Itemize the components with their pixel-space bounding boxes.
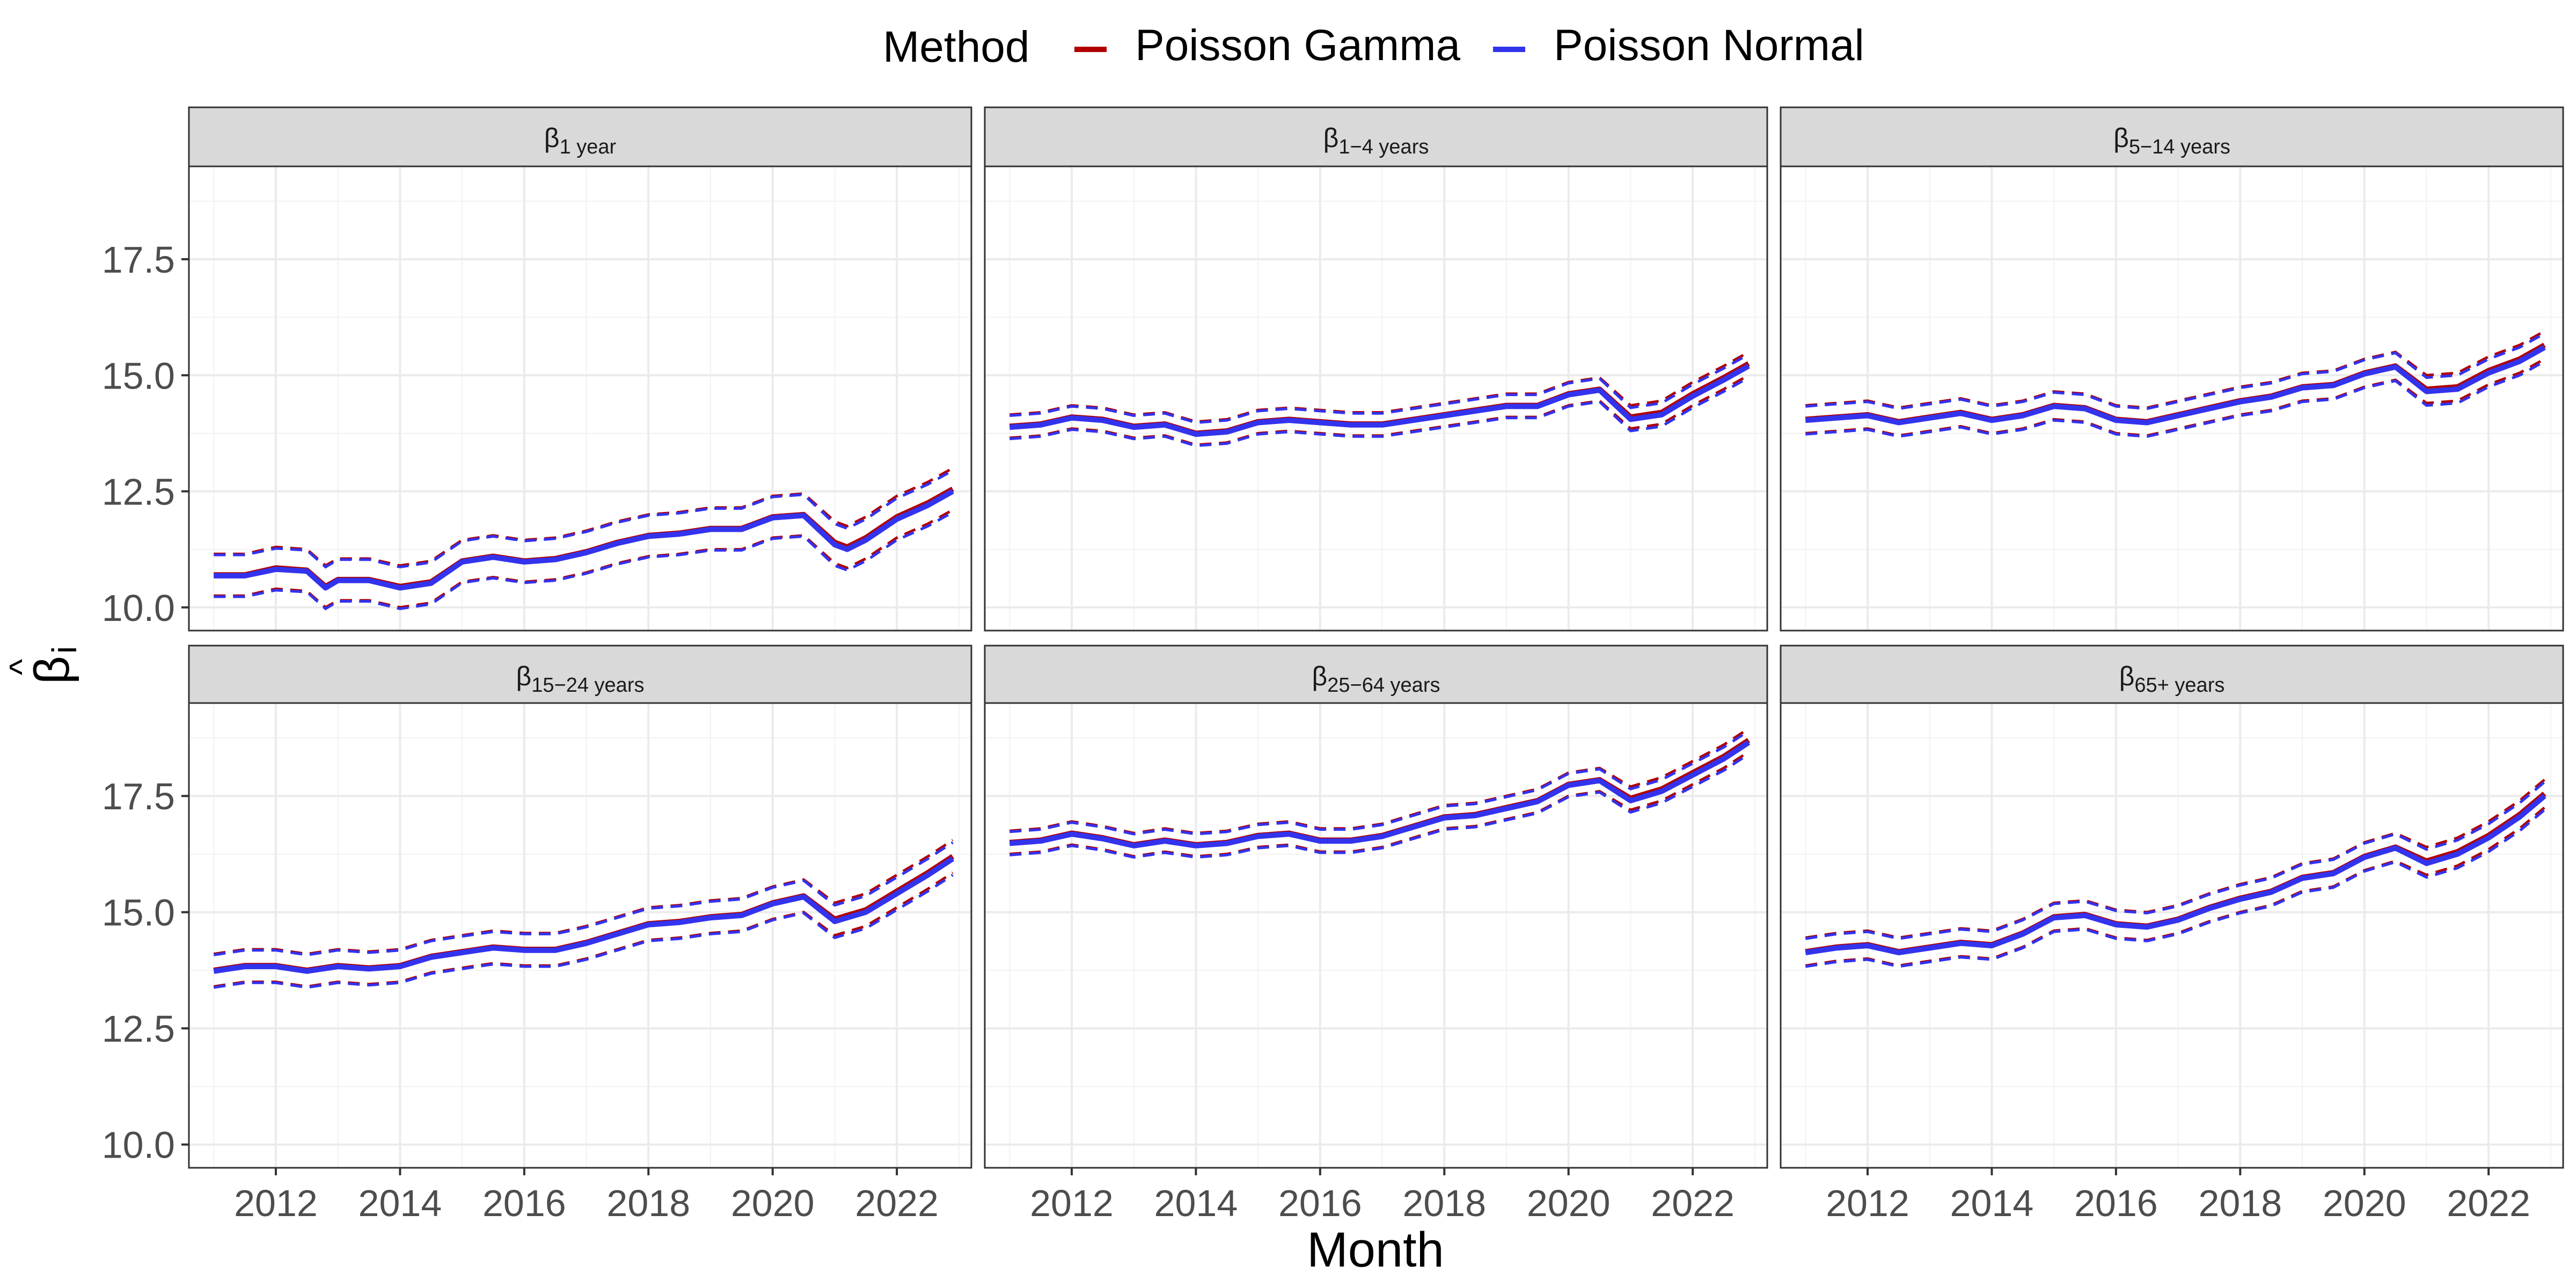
series-normal-upper-band	[213, 841, 954, 956]
series-normal-upper-band	[214, 469, 954, 569]
y-axis-title-hat: ^	[2, 659, 41, 675]
panel-strip-label: β1−4 years	[1323, 123, 1429, 158]
panel-background	[985, 703, 1767, 1168]
panel-4: β15−24 years 10.0 12.5 15.0 17.5 2012 2014 2016…	[102, 645, 972, 1224]
x-tick-label: 2020	[1527, 1182, 1611, 1224]
panel-strip	[188, 106, 972, 167]
x-tick-label: 2018	[1402, 1182, 1486, 1224]
x-tick-label: 2016	[2074, 1182, 2158, 1224]
series-normal-lower-band	[1009, 753, 1750, 859]
panel-strip	[188, 645, 972, 704]
panel-border	[1780, 165, 2564, 632]
panel-strip-subscript: 25−64 years	[1327, 674, 1440, 697]
y-tick-label: 12.5	[102, 471, 175, 513]
x-tick-label: 2022	[855, 1182, 939, 1224]
series-normal-upper-band	[1009, 729, 1750, 836]
series-normal-line	[1009, 740, 1751, 848]
series-normal-lower-band	[1805, 360, 2545, 438]
x-tick-label: 2016	[482, 1182, 566, 1224]
x-tick-label: 2016	[1278, 1182, 1362, 1224]
panel-6: β65+ years 2012 2014 2016 2018 2020 2022	[1780, 645, 2564, 1224]
series-normal-line	[1805, 794, 2546, 955]
series-normal-lower-band	[1805, 809, 2545, 968]
panel-strip-label: β65+ years	[2119, 661, 2225, 697]
series-normal-lower-band	[1009, 376, 1750, 448]
panel-5: β25−64 years 2012 2014 2016 2018 2020 2022	[984, 645, 1768, 1224]
x-tick-label: 2020	[2323, 1182, 2406, 1224]
series-normal-upper-band	[1805, 781, 2545, 940]
y-axis-title-subscript: i	[45, 646, 84, 654]
panel-border	[1780, 702, 2564, 1169]
x-tick-label: 2018	[606, 1182, 690, 1224]
y-tick-label: 15.0	[102, 355, 175, 397]
x-tick-label: 2014	[1154, 1182, 1238, 1224]
series-normal-upper-band	[1009, 353, 1750, 425]
panel-strip-subscript: 65+ years	[2134, 674, 2224, 697]
series-normal-line	[1009, 363, 1750, 437]
legend: Method Poisson Gamma Poisson Normal	[883, 21, 1864, 71]
panel-strip-label: β5−14 years	[2113, 123, 2230, 158]
x-axis-title: Month	[1307, 1223, 1444, 1277]
panel-background	[189, 166, 971, 631]
legend-label-normal: Poisson Normal	[1554, 21, 1864, 70]
x-tick-label: 2018	[2198, 1182, 2282, 1224]
panel-3: β5−14 years	[1780, 106, 2564, 632]
panel-strip	[1780, 106, 2564, 167]
x-tick-label: 2014	[358, 1182, 442, 1224]
legend-label-gamma: Poisson Gamma	[1135, 21, 1461, 70]
y-tick-label: 15.0	[102, 892, 175, 934]
x-tick-label: 2012	[1030, 1182, 1114, 1224]
panel-background	[189, 703, 971, 1168]
panel-border	[188, 165, 972, 632]
series-normal-upper-band	[1805, 332, 2545, 411]
panel-2: β1−4 years	[984, 106, 1768, 632]
panel-strip-subscript: 15−24 years	[531, 674, 644, 697]
panel-background	[1781, 166, 2563, 631]
panel-border	[984, 165, 1768, 632]
x-tick-label: 2012	[1826, 1182, 1909, 1224]
panel-background	[985, 166, 1767, 631]
panel-strip-symbol: β	[516, 661, 532, 691]
series-normal-line	[213, 856, 955, 974]
y-axis-title: ^ β i	[2, 646, 84, 684]
y-tick-label: 12.5	[102, 1008, 175, 1050]
panel-strip-label: β15−24 years	[516, 661, 645, 697]
panel-strip-label: β1 year	[544, 123, 617, 158]
series-normal-lower-band	[213, 874, 954, 989]
panel-strip-label: β25−64 years	[1312, 661, 1440, 697]
panel-strip-subscript: 5−14 years	[2129, 136, 2230, 158]
panel-strip-subscript: 1−4 years	[1338, 136, 1429, 158]
x-tick-label: 2014	[1950, 1182, 2034, 1224]
panel-border	[984, 702, 1768, 1169]
x-tick-label: 2020	[731, 1182, 815, 1224]
panel-strip-subscript: 1 year	[560, 136, 617, 158]
y-tick-label: 17.5	[102, 775, 175, 817]
panel-border	[188, 702, 972, 1169]
panel-strip-symbol: β	[2113, 123, 2129, 153]
panel-strip	[1780, 645, 2564, 704]
series-normal-line	[1805, 345, 2546, 426]
series-normal-lower-band	[214, 511, 954, 611]
y-tick-label: 10.0	[102, 1124, 175, 1166]
panel-strip-symbol: β	[544, 123, 560, 153]
panel-strip-symbol: β	[1312, 661, 1328, 691]
series-normal-line	[214, 489, 954, 591]
legend-title: Method	[883, 23, 1030, 71]
x-tick-label: 2022	[1651, 1182, 1735, 1224]
panel-strip	[984, 106, 1768, 167]
panel-strip	[984, 645, 1768, 704]
x-tick-label: 2012	[234, 1182, 318, 1224]
panel-1: β1 year 10.0 12.5 15.0 17.5	[102, 106, 972, 632]
panel-strip-symbol: β	[2119, 661, 2135, 691]
panel-strip-symbol: β	[1323, 123, 1339, 153]
x-tick-label: 2022	[2447, 1182, 2530, 1224]
y-tick-label: 10.0	[102, 587, 175, 629]
y-tick-label: 17.5	[102, 239, 175, 281]
y-axis-title-symbol: β	[25, 656, 79, 684]
